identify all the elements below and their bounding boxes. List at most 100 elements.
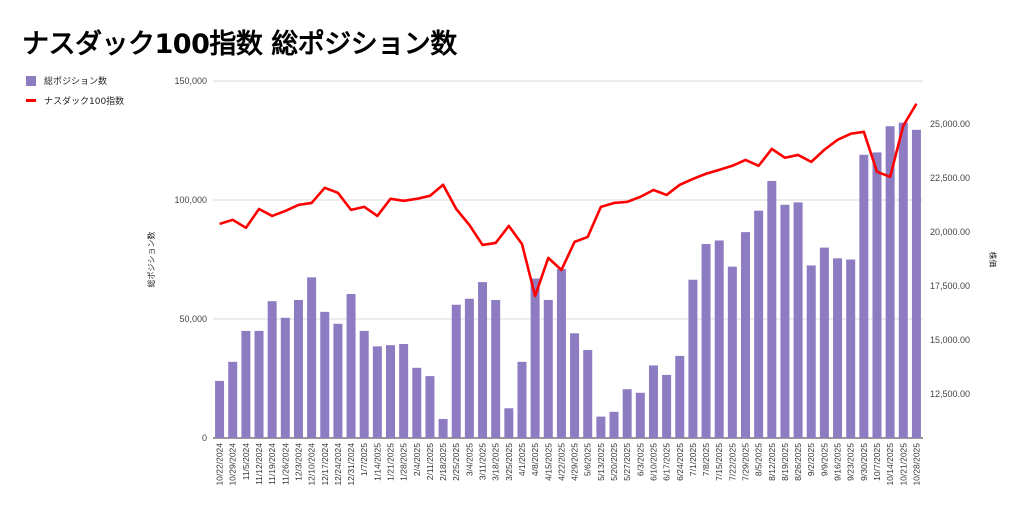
bar [609, 411, 619, 438]
bar [228, 361, 238, 438]
bar [320, 311, 330, 438]
x-tick-label: 2/25/2025 [451, 443, 461, 481]
legend-label: 総ポジション数 [44, 77, 108, 87]
x-tick-label: 7/1/2025 [688, 443, 698, 476]
x-tick-label: 10/22/2024 [215, 443, 225, 486]
x-tick-label: 8/5/2025 [754, 443, 764, 476]
bar [819, 247, 829, 438]
bar [280, 317, 290, 438]
x-tick-label: 9/30/2025 [859, 443, 869, 481]
bar [293, 299, 303, 438]
bar [898, 122, 908, 439]
right-tick-label: 12,500.00 [930, 389, 970, 399]
legend-swatch-bar [26, 75, 36, 86]
x-tick-label: 4/8/2025 [530, 443, 540, 476]
right-tick-label: 17,500.00 [930, 281, 970, 291]
bar [596, 416, 606, 438]
bar [846, 259, 856, 438]
right-tick-label: 15,000.00 [930, 335, 970, 345]
bar [583, 349, 593, 438]
bar [241, 330, 251, 438]
bar [267, 301, 277, 438]
bar [727, 266, 737, 438]
x-tick-label: 1/28/2025 [399, 443, 409, 481]
nasdaq-line [219, 103, 918, 298]
legend-item-positions: 総ポジション数 [26, 74, 107, 87]
x-tick-label: 12/31/2024 [346, 443, 356, 486]
x-tick-label: 5/20/2025 [609, 443, 619, 481]
bar [307, 277, 317, 438]
left-tick-label: 50,000 [179, 314, 207, 324]
right-tick-label: 20,000.00 [930, 227, 970, 237]
x-tick-label: 5/6/2025 [583, 443, 593, 476]
x-tick-label: 1/14/2025 [372, 443, 382, 481]
x-tick-label: 3/18/2025 [491, 443, 501, 481]
x-tick-label: 12/17/2024 [320, 443, 330, 486]
x-tick-label: 4/15/2025 [543, 443, 553, 481]
x-tick-label: 4/1/2025 [517, 443, 527, 476]
legend-item-nasdaq: ナスダック100指数 [26, 94, 124, 107]
x-tick-label: 11/12/2024 [254, 443, 264, 485]
left-tick-label: 100,000 [174, 195, 207, 205]
x-tick-label: 4/29/2025 [570, 443, 580, 481]
x-tick-label: 7/8/2025 [701, 443, 711, 476]
x-tick-label: 10/21/2025 [898, 443, 908, 486]
bar [491, 299, 501, 438]
bar [859, 154, 869, 438]
x-tick-label: 7/22/2025 [727, 443, 737, 481]
bar [714, 240, 724, 438]
x-tick-label: 6/3/2025 [635, 443, 645, 476]
x-tick-label: 2/4/2025 [412, 443, 422, 476]
bar [438, 418, 448, 438]
x-tick-label: 3/4/2025 [464, 443, 474, 476]
x-tick-label: 3/25/2025 [504, 443, 514, 481]
x-tick-label: 8/26/2025 [793, 443, 803, 481]
chart-title: ナスダック100指数 総ポジション数 [22, 29, 457, 60]
bar [754, 210, 764, 438]
bar [780, 204, 790, 438]
bar [517, 361, 527, 438]
x-tick-label: 11/26/2024 [280, 443, 290, 485]
bar [464, 298, 474, 438]
left-axis-label: 総ポジション数 [146, 232, 156, 288]
bar [648, 365, 658, 438]
x-tick-label: 6/10/2025 [648, 443, 658, 481]
x-tick-label: 7/15/2025 [714, 443, 724, 481]
x-tick-label: 10/7/2025 [872, 443, 882, 481]
bar [215, 380, 225, 438]
bar [556, 269, 566, 438]
x-tick-label: 7/29/2025 [741, 443, 751, 481]
bar [701, 244, 711, 438]
bar [688, 279, 698, 438]
bar [833, 258, 843, 438]
x-tick-label: 12/24/2024 [333, 443, 343, 486]
x-tick-label: 10/29/2024 [228, 443, 238, 486]
x-tick-label: 10/14/2025 [885, 443, 895, 486]
left-tick-label: 0 [202, 433, 207, 443]
bar [386, 345, 395, 438]
bar [333, 323, 343, 438]
bar [911, 129, 921, 439]
x-tick-label: 5/13/2025 [596, 443, 606, 481]
bar [530, 278, 540, 438]
x-tick-label: 1/7/2025 [359, 443, 369, 476]
x-tick-label: 8/12/2025 [767, 443, 777, 481]
x-tick-label: 11/5/2024 [241, 443, 251, 480]
bar [635, 392, 645, 438]
x-tick-label: 4/22/2025 [556, 443, 566, 481]
x-tick-label: 9/23/2025 [846, 443, 856, 481]
bar [622, 389, 632, 438]
bar [254, 330, 264, 438]
x-tick-label: 1/21/2025 [386, 443, 396, 481]
x-tick-label: 5/27/2025 [622, 443, 632, 481]
x-tick-label: 9/9/2025 [819, 443, 829, 476]
x-tick-label: 9/16/2025 [833, 443, 843, 481]
x-tick-label: 11/19/2024 [267, 443, 277, 485]
x-tick-label: 8/19/2025 [780, 443, 790, 481]
right-axis-label: 株価 [988, 252, 998, 268]
bar [359, 330, 369, 438]
bar [399, 343, 409, 438]
bar [662, 374, 672, 438]
bar [741, 232, 750, 438]
